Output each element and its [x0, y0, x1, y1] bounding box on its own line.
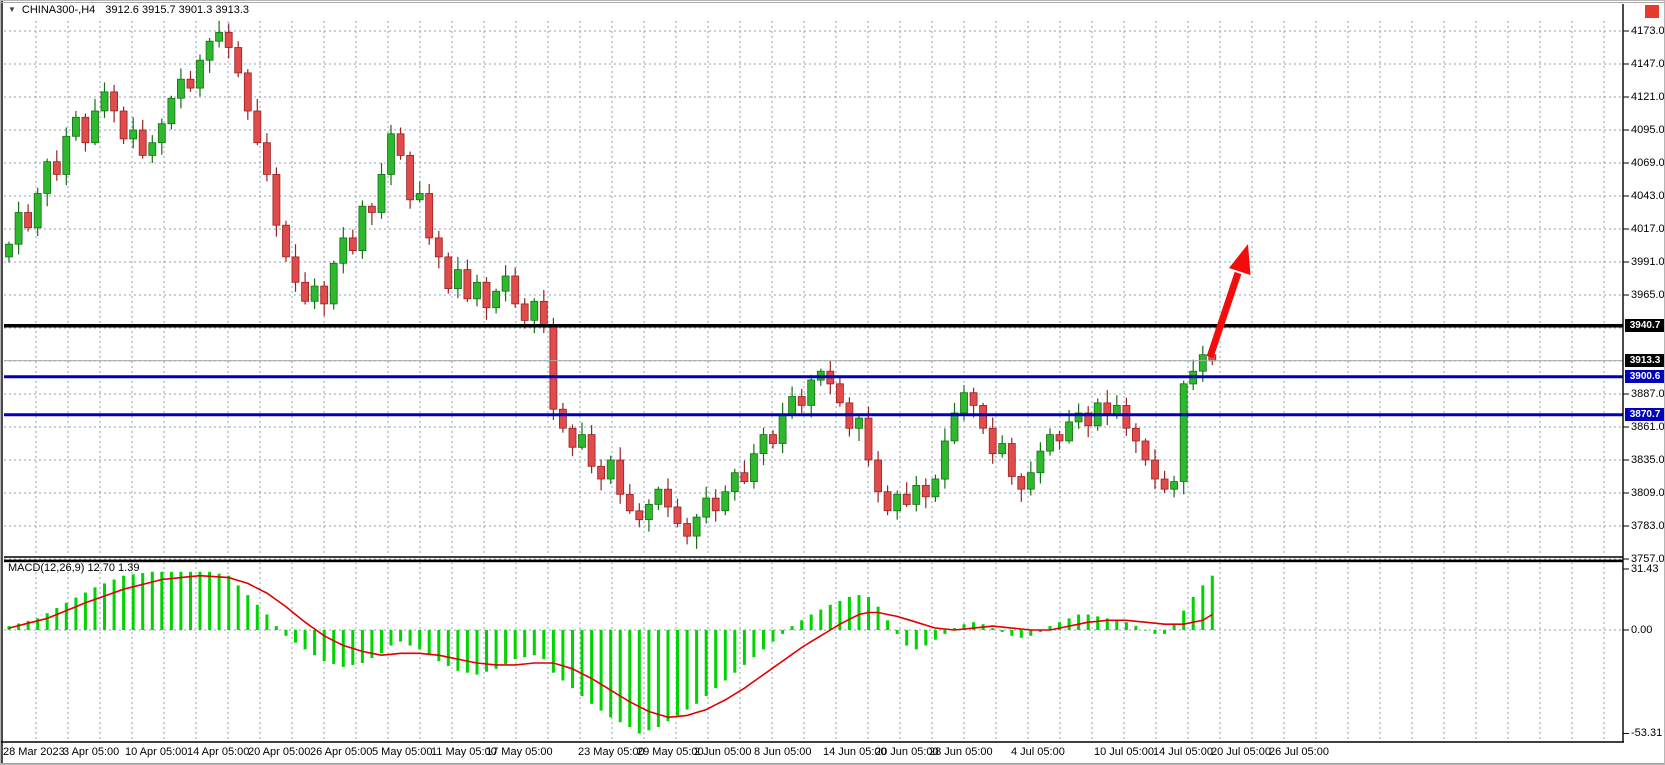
- macd-tick-label: 31.43: [1631, 562, 1659, 575]
- macd-indicator-label: MACD(12,26,9) 12.70 1.39: [8, 562, 140, 574]
- date-label: 29 May 05:00: [637, 746, 704, 758]
- symbol-period-label: CHINA300-,H4: [21, 4, 96, 16]
- price-tick-label: 4147.0: [1631, 57, 1665, 70]
- date-label: 10 Jul 05:00: [1094, 746, 1154, 758]
- price-tick-label: 3757.0: [1631, 552, 1665, 565]
- price-tick-label: 4121.0: [1631, 90, 1665, 103]
- date-label: 26 Jul 05:00: [1269, 746, 1329, 758]
- date-label: 8 Jun 05:00: [754, 746, 812, 758]
- chart-title: ▼ CHINA300-,H4 3912.6 3915.7 3901.3 3913…: [8, 3, 249, 17]
- price-tick-label: 3861.0: [1631, 420, 1665, 433]
- price-tick-label: 4069.0: [1631, 156, 1665, 169]
- date-label: 10 Apr 05:00: [125, 746, 188, 758]
- date-label: 23 May 05:00: [578, 746, 645, 758]
- date-label: 11 May 05:00: [431, 746, 497, 758]
- date-label: 28 Jun 05:00: [929, 746, 993, 758]
- date-label: 20 Jul 05:00: [1211, 746, 1271, 758]
- date-label: 14 Jul 05:00: [1153, 746, 1213, 758]
- date-label: 20 Apr 05:00: [248, 746, 311, 758]
- date-label: 14 Apr 05:00: [187, 746, 250, 758]
- date-label: 17 May 05:00: [486, 746, 553, 758]
- symbol-dropdown-icon[interactable]: ▼: [8, 5, 16, 14]
- candles-layer: [5, 20, 1217, 549]
- price-tick-label: 3809.0: [1631, 486, 1665, 499]
- macd-histogram: [7, 571, 1214, 734]
- date-label: 28 Mar 2023: [3, 746, 65, 758]
- macd-tick-label: 0.00: [1631, 623, 1653, 636]
- price-badge-3900.6: 3900.6: [1625, 370, 1664, 384]
- macd-signal-line: [8, 574, 1213, 719]
- trend-arrow-annotation[interactable]: [1206, 244, 1251, 359]
- price-tick-label: 4095.0: [1631, 123, 1665, 136]
- price-tick-label: 4043.0: [1631, 189, 1665, 202]
- date-label: 26 Apr 05:00: [310, 746, 373, 758]
- date-label: 4 Jul 05:00: [1011, 746, 1065, 758]
- price-tick-label: 3835.0: [1631, 453, 1665, 466]
- price-tick-label: 4173.0: [1631, 24, 1665, 37]
- price-tick-label: 3991.0: [1631, 255, 1665, 268]
- price-tick-label: 3965.0: [1631, 288, 1665, 301]
- date-label: 14 Jun 05:00: [823, 746, 887, 758]
- price-tick-label: 3783.0: [1631, 519, 1665, 532]
- date-label: 2 Jun 05:00: [694, 746, 752, 758]
- macd-tick-label: -53.31: [1631, 727, 1663, 739]
- price-badge-3913.3: 3913.3: [1625, 354, 1664, 368]
- price-tick-label: 4017.0: [1631, 222, 1665, 235]
- price-badge-3940.7: 3940.7: [1625, 319, 1664, 333]
- price-tick-label: 3887.0: [1631, 387, 1665, 400]
- date-label: 20 Jun 05:00: [875, 746, 939, 758]
- window-left-edge: [1, 1, 3, 764]
- date-label: 5 May 05:00: [372, 746, 433, 758]
- price-badge-3870.7: 3870.7: [1625, 408, 1664, 422]
- date-label: 3 Apr 05:00: [63, 746, 120, 758]
- ohlc-values-label: 3912.6 3915.7 3901.3 3913.3: [105, 4, 250, 16]
- red-square-icon: [1645, 5, 1659, 18]
